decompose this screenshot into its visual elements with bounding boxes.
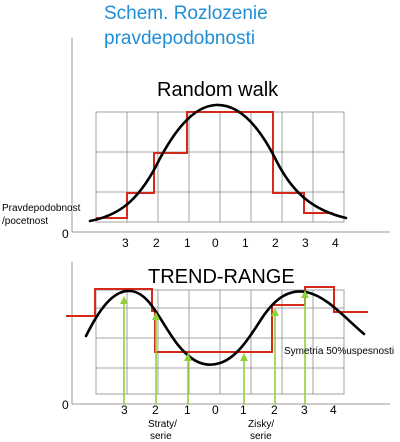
top-tick-label: 1 <box>184 236 191 250</box>
gains-label-line-1: Zisky/ <box>248 419 274 430</box>
bottom-tick-label: 3 <box>301 403 308 417</box>
symmetry-annotation: Symetria 50%uspesnosti <box>284 346 394 357</box>
bottom-tick-label: 3 <box>121 403 128 417</box>
bottom-tick-label: 1 <box>240 403 247 417</box>
arrow-head-icon <box>184 353 192 361</box>
top-tick-label: 3 <box>302 236 309 250</box>
title-line-1: Schem. Rozlozenie <box>104 3 268 24</box>
arrow-head-icon <box>152 312 160 320</box>
trend-range-panel: TREND-RANGE Symetria 50%uspesnosti 0 3 2… <box>62 262 394 442</box>
top-origin-label: 0 <box>62 227 69 241</box>
top-tick-label: 0 <box>212 236 219 250</box>
bottom-tick-label: 2 <box>271 403 278 417</box>
top-x-ticks: 3 2 1 0 1 2 3 4 <box>122 236 339 250</box>
trend-range-curve <box>84 289 366 366</box>
arrow-head-icon <box>240 353 248 361</box>
top-tick-label: 1 <box>242 236 249 250</box>
top-grid <box>95 111 345 223</box>
outcome-arrows <box>120 290 309 404</box>
bottom-grid <box>95 289 345 395</box>
bottom-tick-label: 2 <box>152 403 159 417</box>
top-tick-label: 4 <box>332 236 339 250</box>
arrow-head-icon <box>301 290 309 298</box>
title-line-2: pravdepodobnosti <box>104 28 255 49</box>
bottom-tick-label: 4 <box>330 403 337 417</box>
top-tick-label: 2 <box>153 236 160 250</box>
losses-label-line-1: Straty/ <box>148 419 177 430</box>
top-tick-label: 3 <box>122 236 129 250</box>
gains-label-line-2: serie <box>250 431 272 442</box>
random-walk-bell-curve <box>88 103 348 223</box>
bottom-x-ticks: 3 2 1 0 1 2 3 4 <box>121 403 337 417</box>
bottom-tick-label: 1 <box>184 403 191 417</box>
bottom-chart-title: TREND-RANGE <box>148 266 295 288</box>
bottom-origin-label: 0 <box>62 398 69 412</box>
top-chart-title: Random walk <box>157 79 279 101</box>
losses-label-line-2: serie <box>150 431 172 442</box>
top-y-axis-label-line-2: /pocetnost <box>2 216 48 227</box>
arrow-head-icon <box>271 308 279 316</box>
trend-range-histogram <box>66 286 368 353</box>
top-y-axis-label-line-1: Pravdepodobnost <box>2 203 81 214</box>
top-tick-label: 2 <box>272 236 279 250</box>
arrow-head-icon <box>120 296 128 304</box>
random-walk-panel: Random walk Pravdepodobnost /pocetnost 0… <box>2 38 390 250</box>
bottom-tick-label: 0 <box>212 403 219 417</box>
random-walk-histogram <box>96 111 333 219</box>
